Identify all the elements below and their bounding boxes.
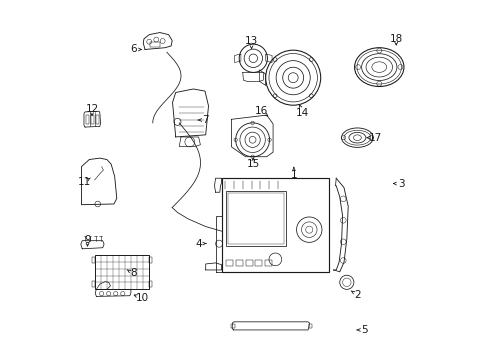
- Bar: [148, 281, 152, 287]
- Bar: [90, 116, 94, 124]
- Bar: [255, 260, 262, 266]
- Bar: [96, 116, 99, 124]
- Text: 14: 14: [295, 108, 309, 118]
- Text: 15: 15: [246, 159, 260, 169]
- Bar: [221, 178, 328, 272]
- Bar: [92, 257, 95, 262]
- Text: 17: 17: [367, 133, 381, 143]
- Bar: [85, 116, 89, 124]
- Bar: [245, 260, 252, 266]
- Bar: [227, 193, 284, 244]
- Text: 3: 3: [397, 179, 404, 189]
- Text: 11: 11: [77, 177, 90, 187]
- Text: 5: 5: [361, 325, 367, 335]
- Text: 13: 13: [244, 36, 258, 46]
- Text: 6: 6: [130, 45, 137, 54]
- Text: 9: 9: [84, 235, 91, 245]
- Bar: [235, 260, 242, 266]
- Text: 7: 7: [202, 115, 208, 125]
- Text: 10: 10: [135, 293, 148, 303]
- Text: 2: 2: [353, 290, 360, 300]
- Text: 4: 4: [195, 239, 202, 248]
- Text: 16: 16: [254, 106, 267, 116]
- Bar: [225, 191, 285, 246]
- Text: 1: 1: [290, 170, 297, 180]
- Text: 8: 8: [130, 269, 137, 279]
- Bar: [150, 42, 160, 48]
- Text: 18: 18: [389, 34, 402, 44]
- Text: 12: 12: [85, 104, 99, 114]
- Bar: [148, 257, 152, 262]
- Bar: [308, 324, 312, 328]
- Bar: [265, 260, 272, 266]
- Bar: [92, 281, 95, 287]
- Bar: [94, 255, 149, 289]
- Bar: [225, 260, 232, 266]
- Bar: [231, 324, 234, 328]
